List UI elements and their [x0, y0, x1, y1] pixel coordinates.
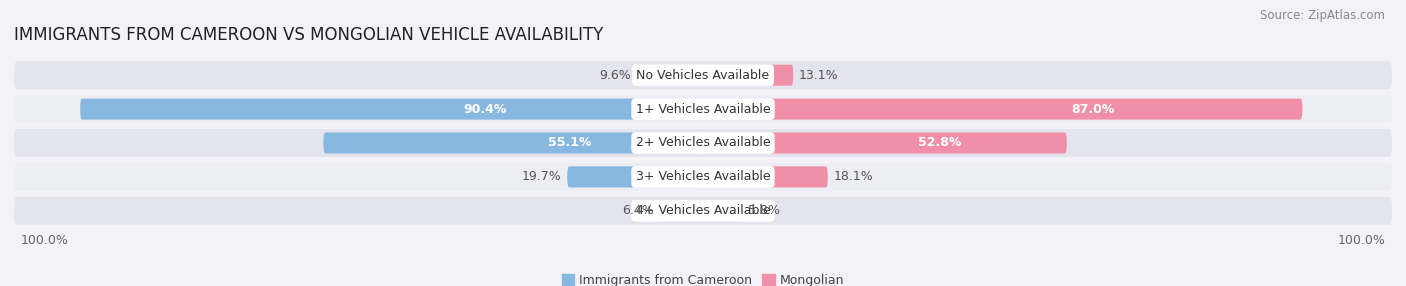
Text: 1+ Vehicles Available: 1+ Vehicles Available [636, 103, 770, 116]
Text: 3+ Vehicles Available: 3+ Vehicles Available [636, 170, 770, 183]
Legend: Immigrants from Cameroon, Mongolian: Immigrants from Cameroon, Mongolian [562, 274, 844, 286]
FancyBboxPatch shape [703, 166, 828, 187]
FancyBboxPatch shape [637, 65, 703, 86]
Text: 9.6%: 9.6% [599, 69, 631, 82]
FancyBboxPatch shape [659, 200, 703, 221]
Text: 19.7%: 19.7% [522, 170, 562, 183]
Text: 100.0%: 100.0% [21, 234, 69, 247]
FancyBboxPatch shape [80, 99, 703, 120]
Text: 55.1%: 55.1% [548, 136, 592, 150]
Text: No Vehicles Available: No Vehicles Available [637, 69, 769, 82]
FancyBboxPatch shape [14, 163, 1392, 191]
FancyBboxPatch shape [703, 132, 1067, 154]
FancyBboxPatch shape [703, 65, 793, 86]
Text: 5.8%: 5.8% [748, 204, 780, 217]
Text: 4+ Vehicles Available: 4+ Vehicles Available [636, 204, 770, 217]
Text: 2+ Vehicles Available: 2+ Vehicles Available [636, 136, 770, 150]
Text: 100.0%: 100.0% [1337, 234, 1385, 247]
Text: 90.4%: 90.4% [464, 103, 506, 116]
Text: 52.8%: 52.8% [918, 136, 962, 150]
Text: IMMIGRANTS FROM CAMEROON VS MONGOLIAN VEHICLE AVAILABILITY: IMMIGRANTS FROM CAMEROON VS MONGOLIAN VE… [14, 26, 603, 44]
FancyBboxPatch shape [567, 166, 703, 187]
Text: 87.0%: 87.0% [1071, 103, 1115, 116]
FancyBboxPatch shape [14, 197, 1392, 225]
FancyBboxPatch shape [14, 61, 1392, 89]
Text: 18.1%: 18.1% [834, 170, 873, 183]
Text: 13.1%: 13.1% [799, 69, 838, 82]
Text: Source: ZipAtlas.com: Source: ZipAtlas.com [1260, 9, 1385, 21]
FancyBboxPatch shape [323, 132, 703, 154]
Text: 6.4%: 6.4% [621, 204, 654, 217]
FancyBboxPatch shape [14, 95, 1392, 123]
FancyBboxPatch shape [703, 99, 1302, 120]
FancyBboxPatch shape [14, 129, 1392, 157]
FancyBboxPatch shape [703, 200, 742, 221]
